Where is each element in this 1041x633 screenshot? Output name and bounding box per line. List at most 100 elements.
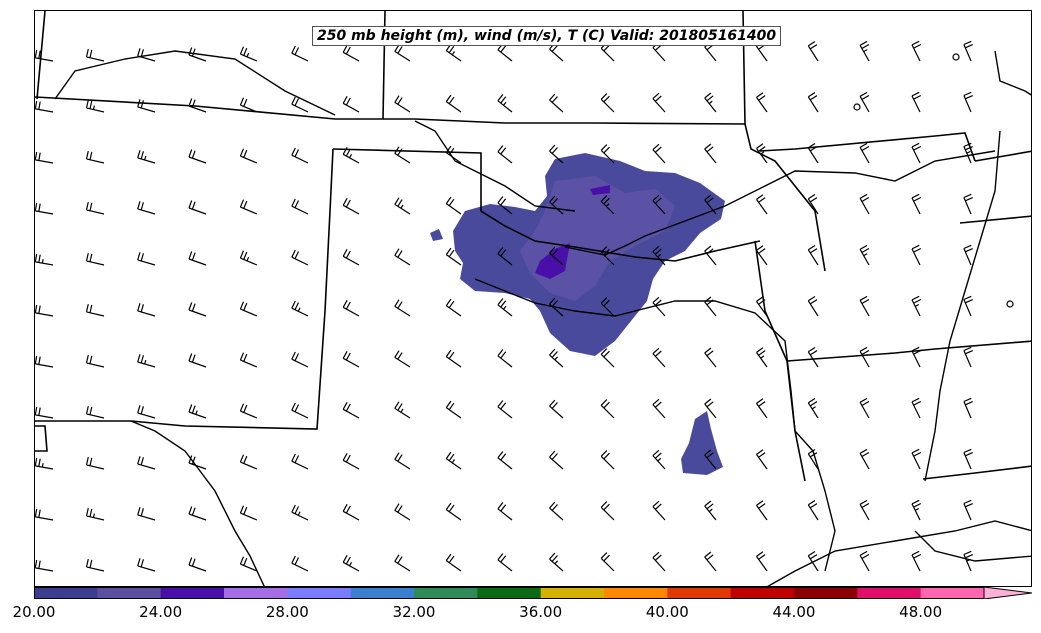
wind-barb — [85, 405, 105, 419]
wind-barb — [807, 91, 819, 113]
wind-barb — [600, 552, 615, 572]
wind-barb — [85, 252, 105, 266]
wind-barb — [394, 401, 411, 419]
wind-barb — [549, 93, 564, 113]
wind-barb — [137, 303, 156, 317]
wind-barb — [188, 302, 207, 317]
wind-barb — [911, 40, 922, 62]
wind-barb — [394, 452, 411, 470]
wind-barb — [239, 403, 258, 419]
wind-barb — [963, 499, 973, 521]
wind-barb — [188, 404, 207, 419]
colorbar-tick-label: 48.00 — [899, 603, 943, 621]
wind-barb — [652, 143, 666, 164]
wind-barb — [291, 45, 309, 62]
colorbar-segment — [350, 587, 415, 599]
wind-barb — [497, 553, 513, 572]
wind-barb — [859, 193, 870, 215]
wind-barb — [600, 501, 615, 521]
wind-barb — [394, 299, 411, 317]
wind-barb — [911, 448, 922, 470]
wind-barb — [600, 450, 615, 470]
wind-barb — [239, 199, 258, 215]
wind-barb — [35, 151, 54, 164]
colorbar-segment — [34, 587, 98, 599]
wind-barb — [394, 44, 411, 62]
wind-barb — [807, 244, 819, 266]
wind-barb — [35, 559, 54, 572]
wind-barb — [497, 43, 513, 62]
wind-barb — [445, 43, 462, 62]
wind-barb — [600, 399, 615, 419]
wind-barb — [35, 49, 54, 62]
wind-barb — [85, 303, 105, 317]
wind-barb — [85, 99, 105, 113]
wind-barbs — [35, 40, 973, 572]
calm-markers — [853, 53, 1014, 308]
wind-barb — [35, 457, 54, 470]
wind-barb — [291, 555, 309, 572]
wind-barb — [807, 448, 819, 470]
wind-barb — [445, 94, 462, 113]
wind-barb — [652, 398, 666, 419]
wind-barb — [549, 399, 564, 419]
wind-barb — [85, 558, 105, 572]
wind-barb — [137, 201, 156, 215]
wind-barb — [859, 397, 870, 419]
wind-barb — [137, 507, 156, 521]
wind-barb — [549, 144, 564, 164]
wind-barb — [291, 504, 309, 521]
wind-barb — [549, 501, 564, 521]
wind-barb — [85, 354, 105, 368]
map-canvas — [35, 11, 1031, 586]
wind-barb — [807, 40, 819, 62]
colorbar-tick-label: 44.00 — [772, 603, 816, 621]
wind-barb — [756, 398, 768, 419]
wind-barb — [704, 296, 717, 317]
wind-barb — [342, 96, 360, 113]
wind-barb — [911, 295, 922, 317]
wind-barb — [35, 202, 54, 215]
wind-barb — [239, 352, 258, 368]
colorbar-segment — [604, 587, 668, 599]
wind-barb — [600, 348, 615, 368]
wind-barb — [342, 45, 360, 62]
wind-barb — [188, 47, 207, 62]
wind-barb — [497, 298, 513, 317]
colorbar-segment — [730, 587, 795, 599]
colorbar-segment — [160, 587, 225, 599]
wind-barb — [756, 449, 768, 470]
wind-barb — [239, 556, 258, 572]
wind-barb — [291, 96, 309, 113]
temperature-shading — [430, 153, 725, 475]
wind-barb — [137, 558, 156, 572]
wind-barb — [35, 100, 54, 113]
colorbar-tick-label: 24.00 — [139, 603, 183, 621]
wind-barb — [394, 95, 411, 113]
wind-barb — [239, 46, 258, 62]
wind-barb — [497, 145, 513, 164]
wind-barb — [600, 195, 615, 215]
wind-barb — [239, 505, 258, 521]
wind-barb — [549, 297, 564, 317]
wind-barb — [859, 346, 870, 368]
wind-barb — [497, 94, 513, 113]
colorbar-segment — [477, 587, 542, 599]
wind-barb — [549, 552, 564, 572]
colorbar-segment — [920, 587, 985, 599]
wind-barb — [963, 295, 973, 317]
wind-barb — [497, 247, 513, 266]
wind-barb — [188, 251, 207, 266]
wind-barb — [963, 448, 973, 470]
wind-barb — [342, 504, 360, 521]
wind-barb — [859, 550, 870, 572]
colorbar-segment — [224, 587, 288, 599]
wind-barb — [704, 449, 717, 470]
calm-marker — [853, 103, 861, 111]
wind-barb — [859, 244, 870, 266]
wind-barb — [291, 198, 309, 215]
wind-barb — [963, 91, 973, 113]
wind-barb — [137, 48, 156, 62]
wind-barb — [85, 150, 105, 164]
wind-barb — [652, 500, 666, 521]
